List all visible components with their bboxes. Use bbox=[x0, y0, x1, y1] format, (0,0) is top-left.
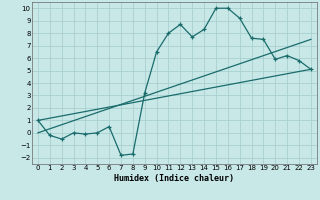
X-axis label: Humidex (Indice chaleur): Humidex (Indice chaleur) bbox=[115, 174, 234, 183]
